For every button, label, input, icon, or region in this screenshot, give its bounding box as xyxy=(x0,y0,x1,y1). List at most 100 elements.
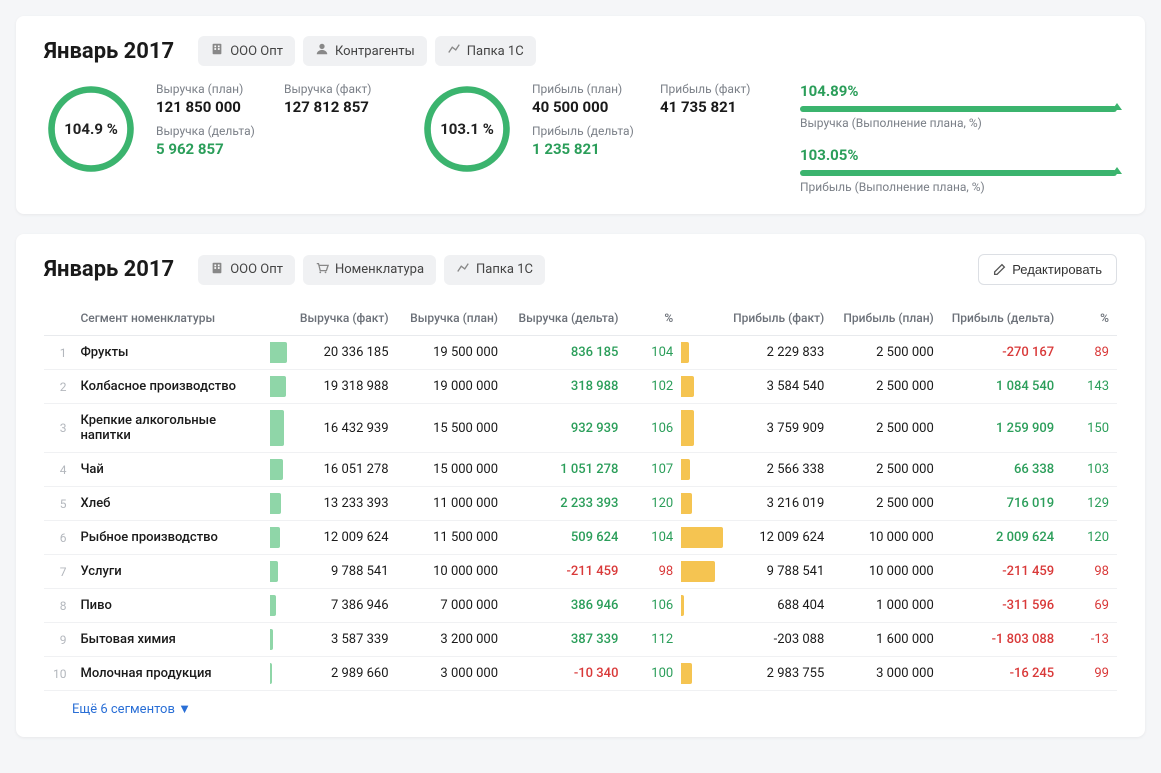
prof-pct: 99 xyxy=(1062,657,1117,691)
row-index: 5 xyxy=(44,487,72,521)
prof-pct: 103 xyxy=(1062,453,1117,487)
prof-plan: 1 600 000 xyxy=(832,623,941,657)
rev-bar xyxy=(270,623,288,657)
table-row[interactable]: 5Хлеб13 233 39311 000 0002 233 3931203 2… xyxy=(44,487,1117,521)
progress-block-0: 104.89% Выручка (Выполнение плана, %) xyxy=(800,82,1117,130)
table-row[interactable]: 1Фрукты20 336 18519 500 000836 1851042 2… xyxy=(44,336,1117,370)
rev-fact: 7 386 946 xyxy=(287,589,396,623)
prof-pct: 89 xyxy=(1062,336,1117,370)
col-rev-fact: Выручка (факт) xyxy=(287,301,396,336)
prof-fact-label: Прибыль (факт) xyxy=(660,82,770,96)
prof-plan: 1 000 000 xyxy=(832,589,941,623)
row-segment: Хлеб xyxy=(72,487,269,521)
edit-button[interactable]: Редактировать xyxy=(978,254,1117,285)
table-row[interactable]: 2Колбасное производство19 318 98819 000 … xyxy=(44,370,1117,404)
chip-label: ООО Опт xyxy=(230,44,283,59)
col-rev-plan: Выручка (план) xyxy=(397,301,506,336)
rev-delta-label: Выручка (дельта) xyxy=(156,124,266,138)
rev-fact: 16 051 278 xyxy=(287,453,396,487)
prof-bar xyxy=(681,487,723,521)
rev-fact: 9 788 541 xyxy=(287,555,396,589)
prof-pct: 98 xyxy=(1062,555,1117,589)
profit-gauge-label: 103.1 % xyxy=(420,82,514,176)
rev-pct: 104 xyxy=(626,521,681,555)
filter-chip-2[interactable]: Папка 1С xyxy=(444,255,545,285)
row-index: 3 xyxy=(44,404,72,453)
progress-caption: Выручка (Выполнение плана, %) xyxy=(800,116,1117,130)
rev-delta: 509 624 xyxy=(506,521,626,555)
prof-delta-value: 1 235 821 xyxy=(532,140,642,158)
rev-fact: 3 587 339 xyxy=(287,623,396,657)
prof-pct: 120 xyxy=(1062,521,1117,555)
rev-plan: 7 000 000 xyxy=(397,589,506,623)
rev-delta: 387 339 xyxy=(506,623,626,657)
prof-fact-value: 41 735 821 xyxy=(660,98,770,116)
prof-plan: 2 500 000 xyxy=(832,404,941,453)
row-segment: Молочная продукция xyxy=(72,657,269,691)
col-prof-plan: Прибыль (план) xyxy=(832,301,941,336)
progress-pct: 103.05% xyxy=(800,146,858,164)
table-row[interactable]: 4Чай16 051 27815 000 0001 051 2781072 56… xyxy=(44,453,1117,487)
row-segment: Пиво xyxy=(72,589,269,623)
table-row[interactable]: 7Услуги9 788 54110 000 000-211 459989 78… xyxy=(44,555,1117,589)
rev-pct: 98 xyxy=(626,555,681,589)
prof-bar xyxy=(681,370,723,404)
progress-pct: 104.89% xyxy=(800,82,858,100)
rev-delta: 2 233 393 xyxy=(506,487,626,521)
edit-label: Редактировать xyxy=(1012,262,1102,277)
prof-delta: 716 019 xyxy=(942,487,1062,521)
show-more-link[interactable]: Ещё 6 сегментов ▼ xyxy=(44,691,191,717)
filter-chip-1[interactable]: Номенклатура xyxy=(303,255,436,285)
chip-label: Номенклатура xyxy=(335,262,424,277)
rev-bar xyxy=(270,521,288,555)
prof-plan: 2 500 000 xyxy=(832,370,941,404)
prof-fact: 3 216 019 xyxy=(723,487,832,521)
rev-bar xyxy=(270,657,288,691)
row-segment: Бытовая химия xyxy=(72,623,269,657)
rev-plan-value: 121 850 000 xyxy=(156,98,266,116)
filter-chip-1[interactable]: Контрагенты xyxy=(303,36,427,66)
rev-bar xyxy=(270,453,288,487)
rev-bar xyxy=(270,589,288,623)
row-segment: Крепкие алкогольные напитки xyxy=(72,404,269,453)
prof-pct: 150 xyxy=(1062,404,1117,453)
prof-fact: 2 566 338 xyxy=(723,453,832,487)
filter-chip-0[interactable]: ООО Опт xyxy=(198,36,295,66)
prof-fact: 3 759 909 xyxy=(723,404,832,453)
rev-pct: 106 xyxy=(626,404,681,453)
prof-delta-label: Прибыль (дельта) xyxy=(532,124,642,138)
table-row[interactable]: 3Крепкие алкогольные напитки16 432 93915… xyxy=(44,404,1117,453)
rev-delta: 836 185 xyxy=(506,336,626,370)
rev-plan: 3 000 000 xyxy=(397,657,506,691)
rev-fact: 2 989 660 xyxy=(287,657,396,691)
table-row[interactable]: 10Молочная продукция2 989 6603 000 000-1… xyxy=(44,657,1117,691)
table-row[interactable]: 6Рыбное производство12 009 62411 500 000… xyxy=(44,521,1117,555)
rev-plan: 15 000 000 xyxy=(397,453,506,487)
prof-bar xyxy=(681,453,723,487)
rev-plan: 10 000 000 xyxy=(397,555,506,589)
prof-pct: 69 xyxy=(1062,589,1117,623)
table-row[interactable]: 9Бытовая химия3 587 3393 200 000387 3391… xyxy=(44,623,1117,657)
table-row[interactable]: 8Пиво7 386 9467 000 000386 946106688 404… xyxy=(44,589,1117,623)
prof-bar xyxy=(681,555,723,589)
row-index: 2 xyxy=(44,370,72,404)
prof-fact: 688 404 xyxy=(723,589,832,623)
prof-delta: 1 084 540 xyxy=(942,370,1062,404)
progress-bar xyxy=(800,170,1117,176)
prof-bar xyxy=(681,521,723,555)
chip-label: Папка 1С xyxy=(467,44,524,59)
building-icon xyxy=(210,261,224,279)
summary-header: Январь 2017 ООО ОптКонтрагентыПапка 1С xyxy=(44,36,1117,66)
prof-delta: 2 009 624 xyxy=(942,521,1062,555)
rev-pct: 106 xyxy=(626,589,681,623)
col-rev-delta: Выручка (дельта) xyxy=(506,301,626,336)
rev-pct: 100 xyxy=(626,657,681,691)
prof-plan-label: Прибыль (план) xyxy=(532,82,642,96)
segments-table: Сегмент номенклатурыВыручка (факт)Выручк… xyxy=(44,301,1117,691)
progress-bar xyxy=(800,106,1117,112)
prof-plan: 10 000 000 xyxy=(832,555,941,589)
filter-chip-0[interactable]: ООО Опт xyxy=(198,255,295,285)
rev-fact-label: Выручка (факт) xyxy=(284,82,394,96)
filter-chip-2[interactable]: Папка 1С xyxy=(435,36,536,66)
chart-icon xyxy=(447,42,461,60)
